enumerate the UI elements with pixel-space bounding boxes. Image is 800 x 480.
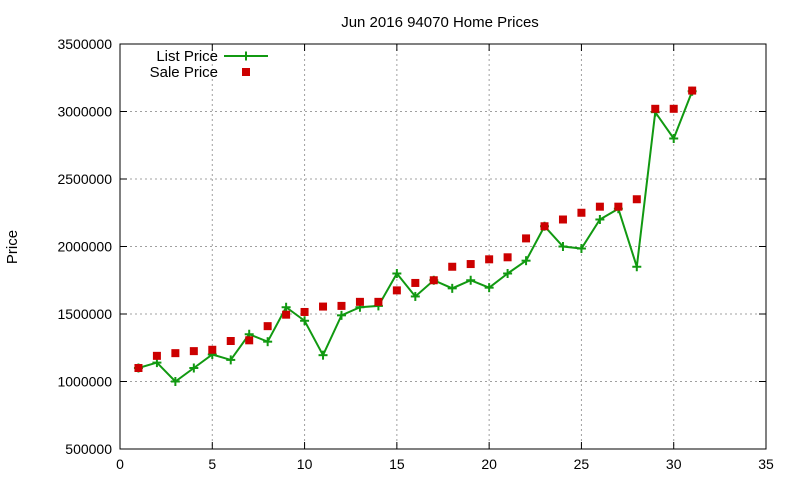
- sale-price-point: [300, 307, 309, 316]
- x-tick-label: 15: [389, 456, 405, 472]
- sale-price-point: [595, 202, 604, 211]
- grid-lines: [120, 44, 766, 449]
- sale-price-point: [282, 310, 291, 319]
- sale-price-point: [688, 86, 697, 95]
- sale-price-point: [429, 276, 438, 285]
- sale-price-point: [411, 278, 420, 287]
- list-price-point: [521, 256, 531, 266]
- list-price-point: [503, 269, 513, 278]
- legend-entry: List Price: [156, 48, 268, 65]
- list-price-point: [410, 291, 420, 301]
- sale-price-point: [651, 104, 660, 113]
- sale-price-point: [669, 104, 678, 113]
- sale-price-point: [448, 262, 457, 271]
- y-tick-label: 1500000: [57, 306, 112, 322]
- x-tick-label: 35: [758, 456, 774, 472]
- sale-price-point: [337, 301, 346, 310]
- series: [133, 86, 697, 386]
- list-price-point: [595, 215, 605, 224]
- list-price-point: [300, 316, 310, 326]
- x-tick-label: 0: [116, 456, 124, 472]
- list-price-point: [281, 302, 291, 312]
- list-price-point: [466, 275, 476, 285]
- sale-price-point: [319, 302, 328, 311]
- list-price-point: [318, 350, 328, 360]
- axes: 0 5 10 15 20 25 30 35 500000 1000000 1500000 200000…: [57, 36, 774, 472]
- y-tick-label: 1000000: [57, 374, 112, 390]
- list-price-point: [447, 283, 457, 293]
- sale-price-point: [134, 364, 143, 372]
- x-tick-label: 10: [297, 456, 313, 472]
- legend-label: List Price: [156, 48, 218, 65]
- sale-price-point: [374, 297, 383, 306]
- y-axis-label: Price: [4, 230, 21, 264]
- legend-marker: [242, 68, 250, 76]
- list-price-point: [576, 244, 586, 254]
- y-tick-label: 500000: [65, 441, 112, 457]
- chart-title: Jun 2016 94070 Home Prices: [341, 14, 539, 31]
- list-price-point: [558, 242, 568, 251]
- x-tick-label: 20: [481, 456, 497, 472]
- sale-price-point: [245, 336, 254, 345]
- x-tick-label: 30: [666, 456, 682, 472]
- sale-price-point: [485, 255, 494, 264]
- sale-price-point: [632, 195, 641, 204]
- sale-price-point: [540, 222, 549, 231]
- y-tick-label: 2000000: [57, 239, 112, 255]
- sale-price-point: [189, 347, 198, 356]
- y-tick-label: 2500000: [57, 171, 112, 187]
- sale-price-point: [466, 260, 475, 269]
- x-tick-label: 5: [208, 456, 216, 472]
- sale-price-point: [522, 234, 531, 243]
- sale-price-point: [577, 208, 586, 217]
- list-price-point: [170, 377, 180, 386]
- sale-price-point: [614, 202, 623, 211]
- list-price-point: [392, 269, 402, 278]
- x-tick-label: 25: [574, 456, 590, 472]
- sale-price-point: [171, 349, 180, 358]
- list-price-point: [632, 262, 642, 272]
- list-price-point: [669, 134, 679, 143]
- series-list-price: [133, 86, 697, 386]
- list-price-point: [263, 337, 273, 347]
- sale-price-point: [558, 215, 567, 224]
- sale-price-point: [263, 322, 272, 331]
- list-price-point: [189, 363, 199, 373]
- legend-label: Sale Price: [150, 64, 218, 81]
- list-price-point: [336, 310, 346, 320]
- legend-marker: [241, 51, 251, 61]
- sale-price-point: [503, 253, 512, 262]
- sale-price-point: [152, 351, 161, 360]
- list-price-line: [138, 90, 694, 383]
- sale-price-point: [355, 297, 364, 306]
- list-price-point: [484, 283, 494, 293]
- y-tick-label: 3500000: [57, 36, 112, 52]
- series-sale-price: [134, 86, 697, 372]
- sale-price-point: [392, 286, 401, 295]
- sale-price-point: [208, 345, 217, 354]
- y-tick-label: 3000000: [57, 104, 112, 120]
- sale-price-point: [226, 337, 235, 345]
- list-price-point: [226, 355, 236, 365]
- legend-entry: Sale Price: [150, 64, 250, 81]
